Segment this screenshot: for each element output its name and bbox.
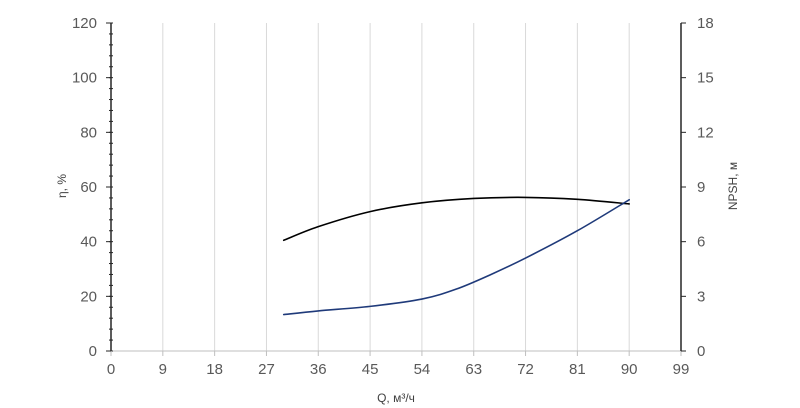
y-left-tick-label: 0 bbox=[89, 343, 97, 360]
x-tick-label: 0 bbox=[107, 361, 115, 378]
axes bbox=[109, 22, 682, 352]
y-left-tick-label: 80 bbox=[80, 124, 97, 141]
y-right-axis-label: NPSH, м bbox=[726, 162, 740, 210]
y-right-ticks: 0 3 6 9 12 15 18 bbox=[681, 15, 714, 360]
y-right-tick-label: 18 bbox=[697, 15, 714, 32]
x-tick-label: 18 bbox=[206, 361, 223, 378]
x-tick-label: 36 bbox=[310, 361, 327, 378]
x-tick-label: 54 bbox=[414, 361, 431, 378]
y-left-ticks: 0 20 40 60 80 100 120 bbox=[72, 15, 111, 360]
y-left-tick-label: 60 bbox=[80, 179, 97, 196]
y-left-tick-label: 100 bbox=[72, 70, 97, 87]
y-left-tick-label: 40 bbox=[80, 234, 97, 251]
y-left-tick-label: 20 bbox=[80, 288, 97, 305]
x-tick-label: 63 bbox=[465, 361, 482, 378]
x-tick-label: 72 bbox=[517, 361, 534, 378]
y-right-tick-label: 9 bbox=[697, 179, 705, 196]
y-right-tick-label: 15 bbox=[697, 70, 714, 87]
x-tick-label: 81 bbox=[569, 361, 586, 378]
x-tick-label: 45 bbox=[362, 361, 379, 378]
x-axis-label: Q, м³/ч bbox=[377, 391, 415, 405]
x-tick-label: 9 bbox=[159, 361, 167, 378]
x-tick-label: 90 bbox=[621, 361, 638, 378]
y-right-tick-label: 0 bbox=[697, 343, 705, 360]
efficiency-curve bbox=[282, 196, 630, 242]
x-tick-label: 99 bbox=[673, 361, 690, 378]
y-right-tick-label: 3 bbox=[697, 288, 705, 305]
x-tick-label: 27 bbox=[258, 361, 275, 378]
y-right-tick-label: 6 bbox=[697, 234, 705, 251]
x-ticks: 0 9 18 27 36 45 54 63 72 81 90 99 bbox=[107, 351, 690, 378]
y-left-axis-label: η, % bbox=[55, 174, 69, 198]
npsh-curve bbox=[282, 198, 630, 316]
series bbox=[282, 196, 630, 316]
y-right-tick-label: 12 bbox=[697, 124, 714, 141]
y-left-tick-label: 120 bbox=[72, 15, 97, 32]
grid bbox=[162, 23, 630, 351]
